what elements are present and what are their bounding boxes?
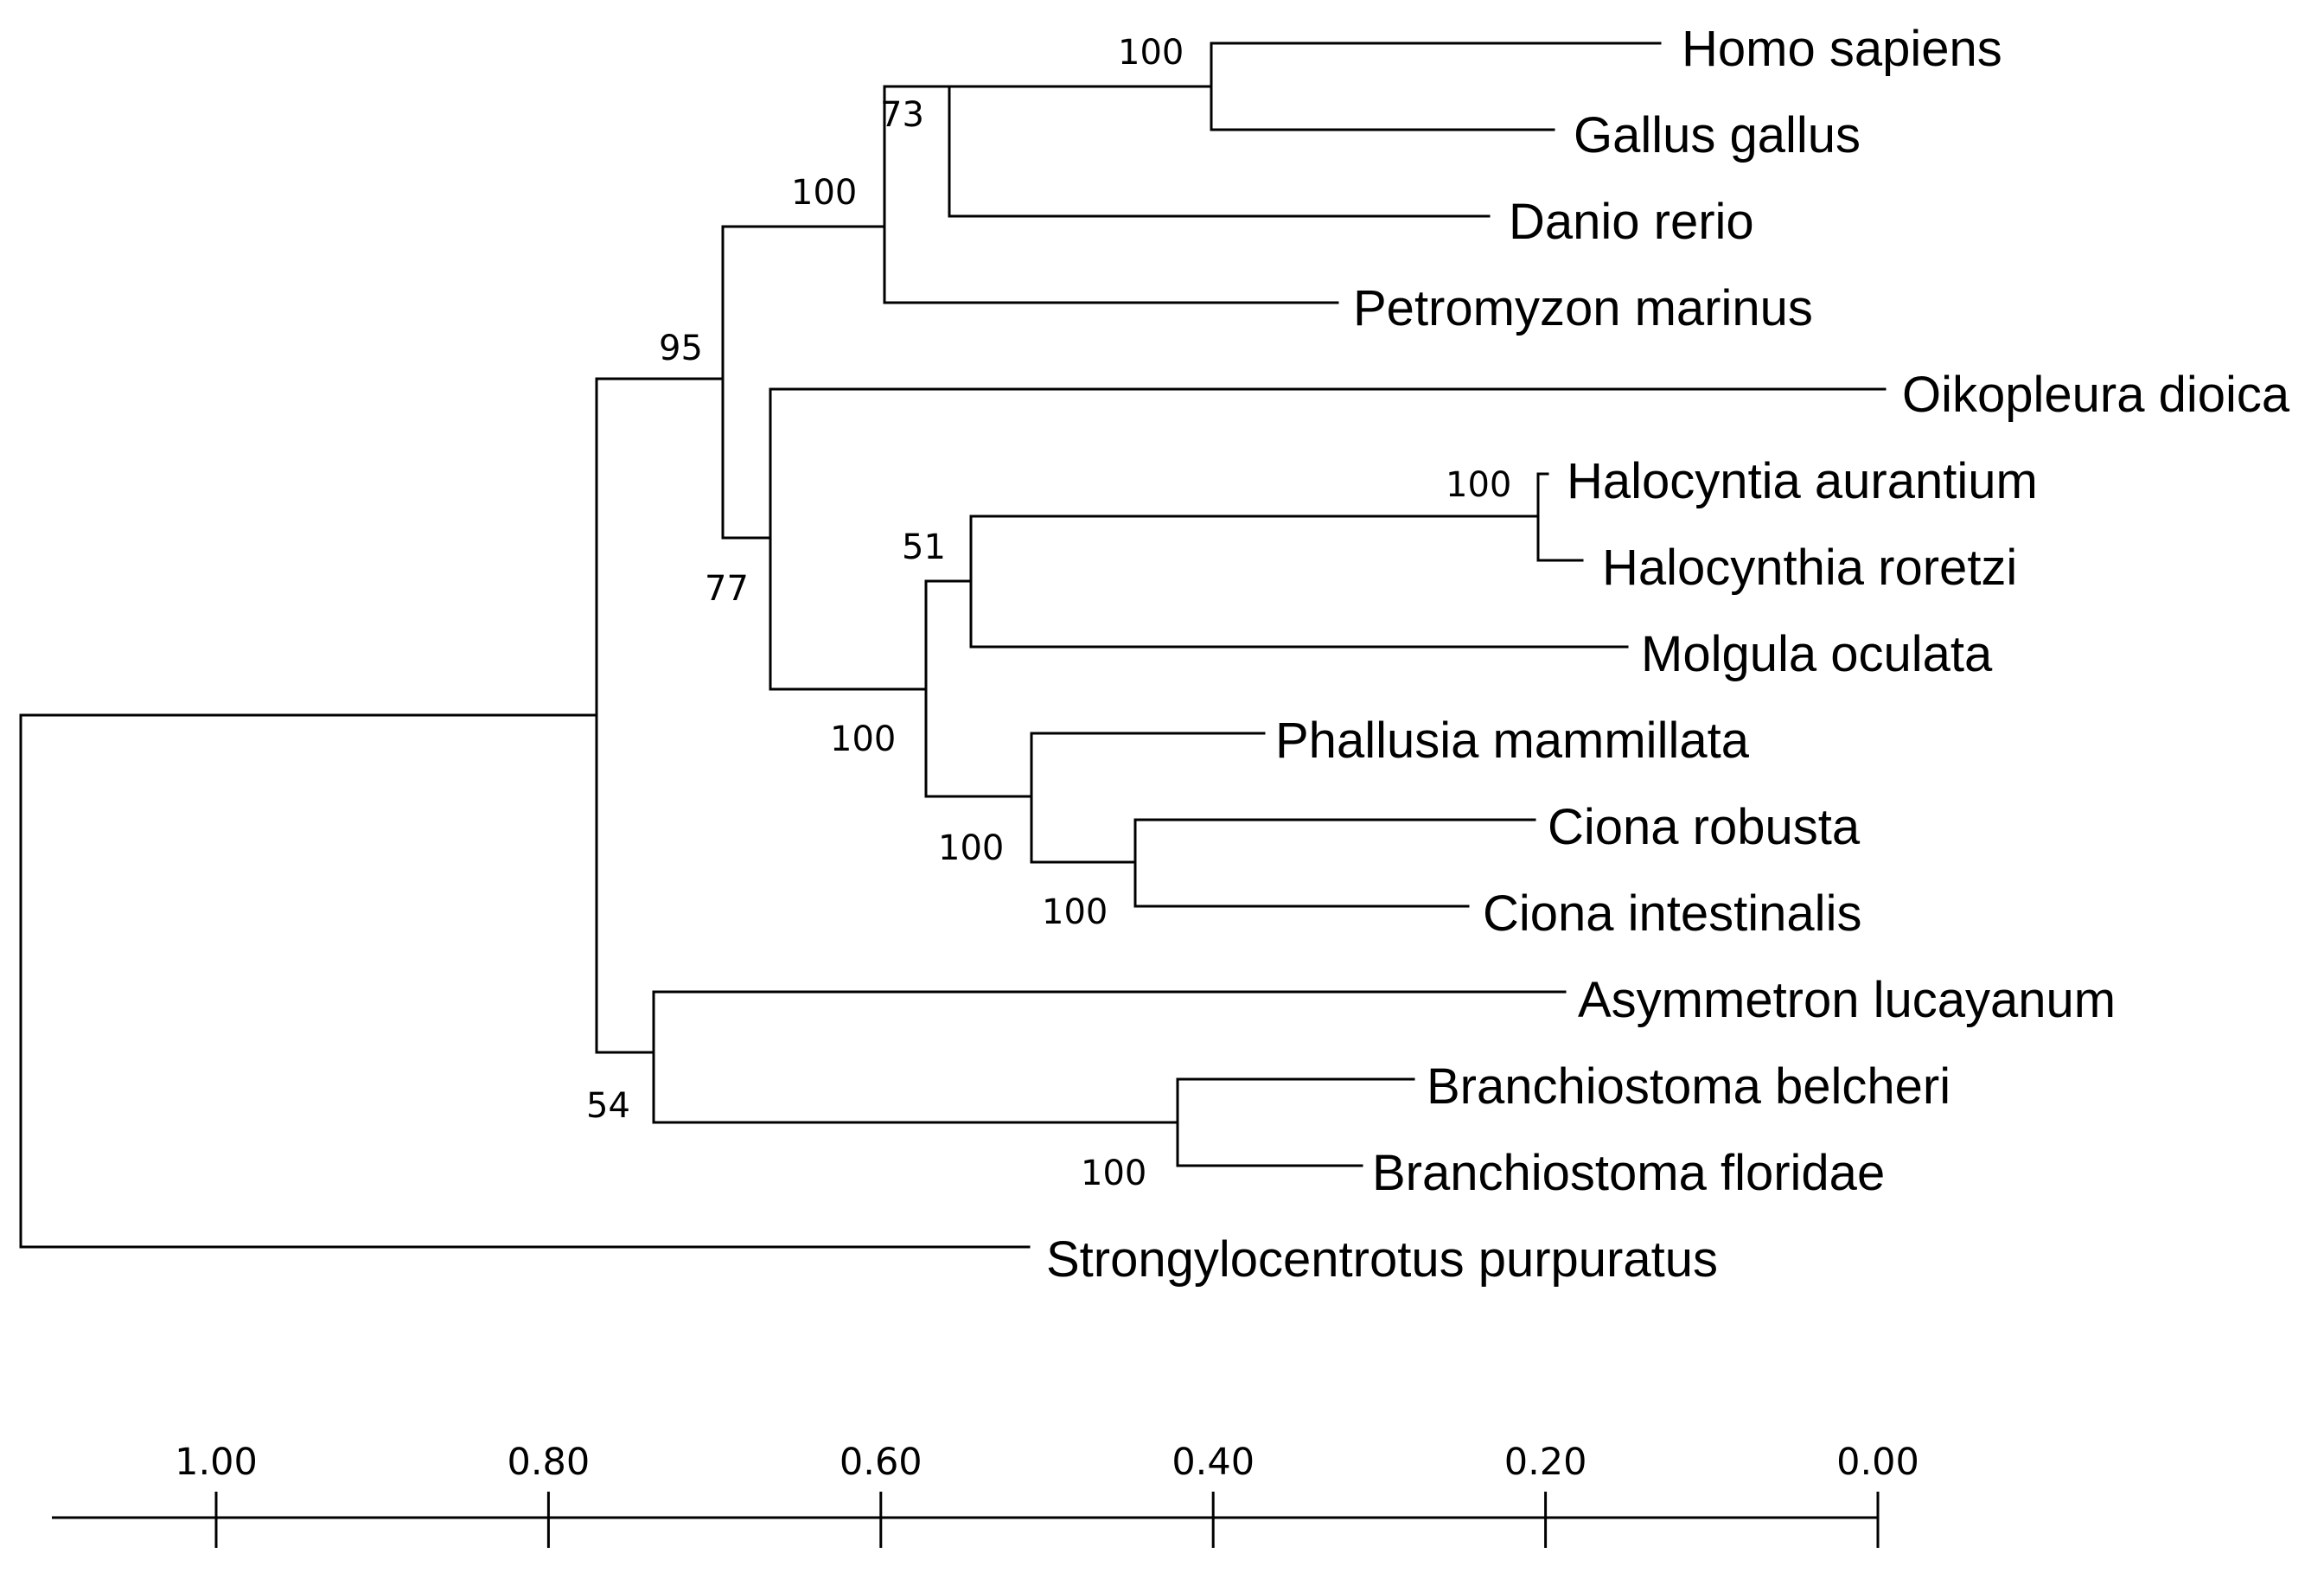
scale-ticks: 1.00 0.80 0.60 0.40 0.20 0.00 xyxy=(175,1441,1919,1548)
support-value: 77 xyxy=(705,569,749,609)
support-value: 100 xyxy=(1081,1154,1146,1193)
scale-tick-label: 0.80 xyxy=(508,1441,591,1484)
support-value: 100 xyxy=(1446,465,1511,505)
taxon-danio-rerio: Danio rerio xyxy=(1509,194,1754,250)
taxon-halocyntia-aurantium: Halocyntia aurantium xyxy=(1567,453,2038,509)
taxon-phallusia-mammillata: Phallusia mammillata xyxy=(1275,713,1750,769)
scale-tick-label: 0.20 xyxy=(1504,1441,1587,1484)
support-value: 100 xyxy=(830,719,896,759)
support-value: 100 xyxy=(1042,892,1108,932)
scale-tick-label: 0.60 xyxy=(840,1441,923,1484)
taxon-branchiostoma-belcheri: Branchiostoma belcheri xyxy=(1427,1058,1950,1115)
support-value: 51 xyxy=(902,527,946,567)
support-value: 100 xyxy=(791,173,857,213)
taxon-petromyzon-marinus: Petromyzon marinus xyxy=(1353,280,1813,336)
taxon-halocynthia-roretzi: Halocynthia roretzi xyxy=(1602,540,2017,596)
taxon-branchiostoma-floridae: Branchiostoma floridae xyxy=(1372,1145,1885,1201)
taxon-strongylocentrotus-purpuratus: Strongylocentrotus purpuratus xyxy=(1046,1231,1718,1288)
taxon-molgula-oculata: Molgula oculata xyxy=(1641,626,1993,682)
taxon-oikopleura-dioica: Oikopleura dioica xyxy=(1902,367,2290,423)
taxon-asymmetron-lucayanum: Asymmetron lucayanum xyxy=(1578,972,2116,1028)
tree-branches xyxy=(19,42,1887,1249)
support-value: 100 xyxy=(938,828,1004,868)
taxon-ciona-robusta: Ciona robusta xyxy=(1548,799,1861,855)
taxon-homo-sapiens: Homo sapiens xyxy=(1682,21,2002,77)
scale-tick-label: 0.40 xyxy=(1172,1441,1255,1484)
support-values: 100 73 100 95 77 100 51 100 100 100 54 1… xyxy=(586,33,1511,1193)
support-value: 54 xyxy=(586,1086,630,1126)
scale-axis: 1.00 0.80 0.60 0.40 0.20 0.00 xyxy=(52,1441,1919,1548)
taxon-gallus-gallus: Gallus gallus xyxy=(1574,107,1861,163)
taxon-ciona-intestinalis: Ciona intestinalis xyxy=(1483,885,1861,942)
taxon-labels: Homo sapiens Gallus gallus Danio rerio P… xyxy=(1046,21,2290,1288)
scale-tick-label: 0.00 xyxy=(1836,1441,1919,1484)
support-value: 73 xyxy=(880,95,924,135)
support-value: 100 xyxy=(1118,33,1184,73)
support-value: 95 xyxy=(659,329,703,368)
scale-tick-label: 1.00 xyxy=(175,1441,258,1484)
